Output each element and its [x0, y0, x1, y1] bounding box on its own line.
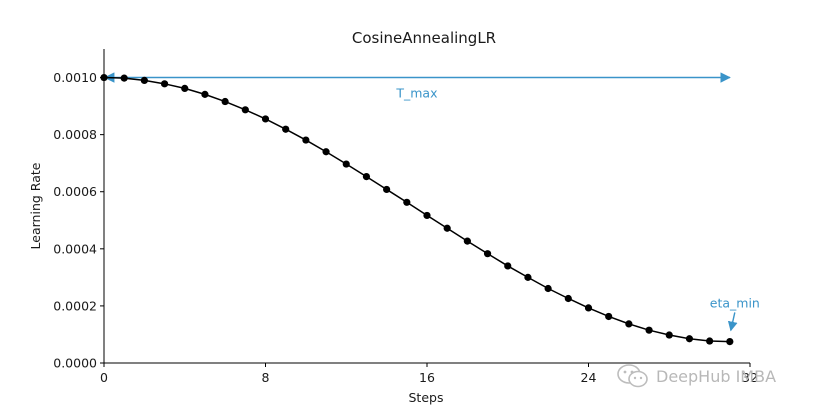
lr-data-point: [645, 326, 653, 334]
lr-data-point: [282, 125, 290, 133]
lr-data-point: [544, 284, 552, 293]
x-ticks: 0 8 16 24 32: [100, 363, 758, 385]
y-tick-label: 0.0006: [53, 184, 97, 199]
lr-data-point: [605, 312, 613, 321]
x-axis-label: Steps: [409, 390, 444, 405]
lr-data-point: [383, 185, 391, 194]
lr-data-point: [524, 273, 532, 281]
lr-data-point: [241, 106, 249, 114]
lr-data-point: [322, 148, 330, 156]
y-ticks: 0.0000 0.0002 0.0004 0.0006 0.0008 0.0010: [53, 70, 104, 371]
lr-data-point: [584, 304, 593, 312]
wechat-icon: [617, 364, 648, 388]
lr-data-point: [261, 115, 270, 123]
x-tick-label: 16: [419, 370, 435, 385]
lr-data-point: [726, 337, 734, 346]
lr-data-point: [483, 250, 492, 258]
y-tick-label: 0.0010: [53, 70, 97, 85]
lr-data-point: [120, 74, 128, 82]
lr-data-point: [100, 73, 108, 82]
lr-data-point: [625, 320, 633, 328]
lr-data-point: [504, 262, 512, 270]
y-tick-label: 0.0004: [53, 241, 97, 256]
lr-data-point: [221, 97, 229, 106]
lr-data-point: [706, 337, 714, 345]
lr-data-point: [443, 224, 451, 232]
lr-data-point: [665, 331, 673, 339]
lr-data-point: [201, 90, 209, 98]
eta-min-arrow: [727, 312, 738, 332]
t-max-label: T_max: [395, 86, 437, 101]
x-tick-label: 8: [262, 370, 270, 385]
lr-series-line: [103, 76, 730, 343]
chart-title: CosineAnnealingLR: [352, 29, 496, 47]
lr-data-point: [685, 335, 694, 343]
y-tick-label: 0.0000: [53, 356, 97, 371]
y-tick-label: 0.0002: [53, 298, 97, 313]
lr-data-point: [403, 198, 411, 206]
lr-data-point: [302, 136, 310, 144]
lr-data-point: [564, 294, 572, 303]
watermark: DeepHub IMBA: [616, 362, 776, 390]
lr-data-point: [423, 211, 431, 220]
lr-data-point: [160, 80, 169, 88]
annotations: T_max eta_min: [103, 72, 760, 332]
y-tick-label: 0.0008: [53, 127, 97, 142]
x-tick-label: 0: [100, 370, 108, 385]
eta-min-label: eta_min: [710, 295, 760, 310]
lr-data-point: [342, 160, 350, 168]
series-group: [100, 73, 734, 346]
lr-data-point: [463, 237, 471, 245]
lr-data-point: [181, 84, 189, 92]
lr-data-point: [362, 172, 371, 181]
watermark-text: DeepHub IMBA: [656, 366, 777, 386]
y-axis-label: Learning Rate: [28, 162, 43, 249]
x-tick-label: 32: [742, 370, 758, 385]
x-tick-label: 24: [581, 370, 597, 385]
lr-data-point: [140, 76, 148, 84]
